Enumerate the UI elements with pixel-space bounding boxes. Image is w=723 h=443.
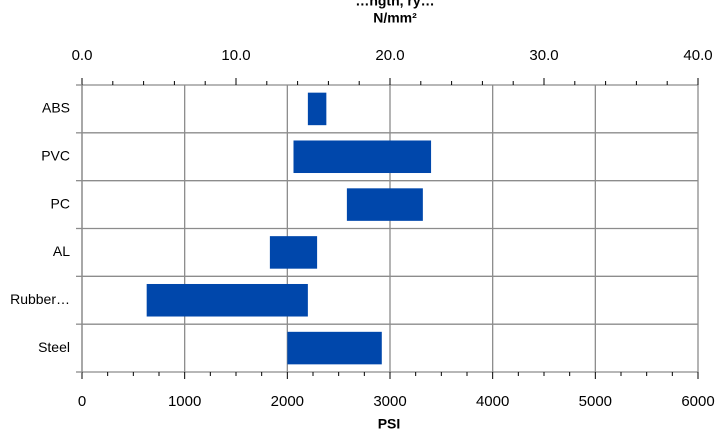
range-bar bbox=[293, 140, 432, 174]
bottom-tick-label: 4000 bbox=[476, 393, 509, 410]
bars bbox=[146, 92, 432, 365]
bottom-tick-label: 5000 bbox=[579, 393, 612, 410]
category-label: ABS bbox=[42, 100, 70, 116]
bottom-tick-label: 0 bbox=[78, 393, 86, 410]
top-axis-label: N/mm² bbox=[373, 10, 417, 26]
bottom-tick-label: 1000 bbox=[168, 393, 201, 410]
top-tick-label: 10.0 bbox=[221, 47, 250, 64]
category-label: Steel bbox=[38, 339, 70, 355]
top-tick-label: 40.0 bbox=[683, 47, 712, 64]
category-label: AL bbox=[53, 243, 70, 259]
category-label: PVC bbox=[41, 147, 70, 163]
category-label: PC bbox=[51, 195, 70, 211]
x-axis-title: PSI bbox=[378, 416, 401, 432]
grid bbox=[81, 84, 699, 373]
top-tick-label: 20.0 bbox=[375, 47, 404, 64]
bottom-tick-label: 6000 bbox=[681, 393, 714, 410]
bottom-tick-label: 2000 bbox=[271, 393, 304, 410]
top-tick-label: 30.0 bbox=[529, 47, 558, 64]
axes: ABS PVC PC AL Rubber… Steel 0 1000 2000 3000 4000 5… bbox=[10, 47, 715, 410]
range-bar bbox=[307, 92, 327, 126]
range-bar bbox=[146, 283, 308, 317]
range-bar bbox=[287, 331, 382, 365]
top-tick-label: 0.0 bbox=[72, 47, 93, 64]
bottom-tick-label: 3000 bbox=[373, 393, 406, 410]
category-label: Rubber… bbox=[10, 291, 70, 307]
range-bar bbox=[346, 188, 423, 221]
range-bar bbox=[269, 236, 318, 269]
chart-title: …ngth, ry… bbox=[355, 0, 434, 9]
